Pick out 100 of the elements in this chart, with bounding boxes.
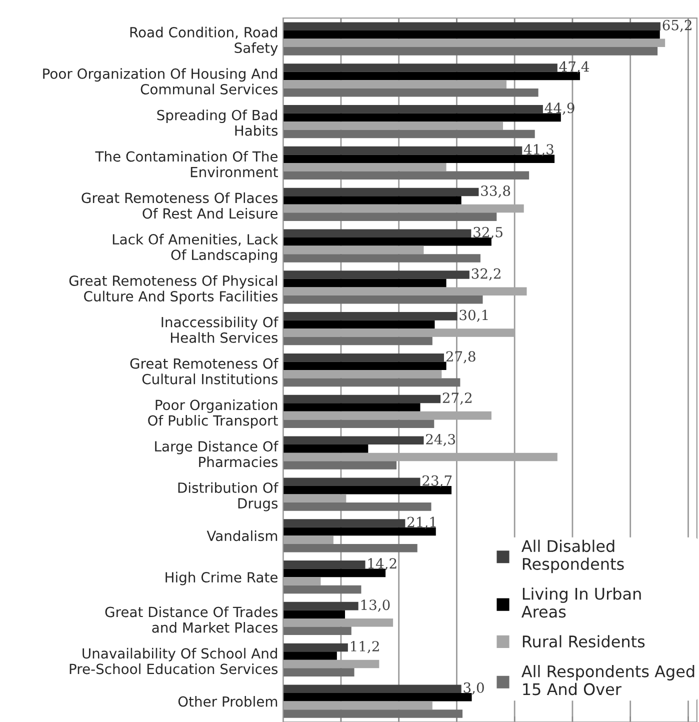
legend-label: Rural Residents [522,635,645,648]
bar [283,122,504,130]
bar [283,478,420,486]
bar [283,701,432,710]
bar [283,684,462,694]
bar [283,502,432,511]
data-label: 27,8 [446,351,476,364]
bar [283,336,432,346]
bar [283,436,424,445]
bar [283,560,366,569]
bar [283,188,479,196]
y-tick-label: Road Condition, Road Safety [130,26,278,56]
bar [283,618,394,627]
legend-label: All Respondents Aged 15 And Over [522,664,694,696]
bar [283,146,522,155]
data-label: 14,2 [368,558,396,570]
bar [283,320,435,329]
y-tick-label: Lack Of Amenities, Lack Of Landscaping [112,234,278,263]
bar [283,254,480,262]
bar [283,204,524,213]
y-tick-label: Distribution Of Drugs [178,482,278,512]
bar [283,47,658,56]
y-tick-label: Spreading Of Bad Habits [157,110,278,136]
data-label: 32,5 [474,226,502,240]
bar [283,536,334,544]
y-tick-label: Unavailability Of School And Pre-School Education Services [70,648,278,674]
bar [283,64,558,72]
annotation: 3,0 [464,682,484,695]
bar [283,196,462,204]
bar [283,668,354,676]
data-label: 65,2 [662,20,692,32]
bar [283,38,666,48]
y-tick-label: Other Problem [178,696,278,707]
bar [283,30,660,39]
data-label: 47,4 [559,61,590,74]
bar [283,403,420,412]
bar [283,519,406,528]
y-tick-label: Great Remoteness Of Places Of Rest And Leisure [82,192,278,219]
data-label: 13,0 [361,600,390,612]
bar [283,486,452,494]
y-tick-label: Poor Organization Of Housing And Communal Services [43,68,278,94]
y-tick-label: High Crime Rate [166,572,278,586]
bar [283,246,424,254]
bar [283,238,492,246]
bar [283,130,535,138]
y-tick-label: Great Remoteness Of Physical Culture And Sports Facilities [69,275,278,304]
y-tick-label: Large Distance Of Pharmacies [155,440,278,468]
bar [283,577,321,586]
data-label: 21,1 [408,516,436,529]
bar [283,278,446,288]
bar [283,693,472,702]
y-tick-label: Poor Organization Of Public Transport [148,399,278,428]
bar [283,527,436,536]
bar [283,162,446,172]
bar [283,444,368,453]
bar [283,585,362,594]
bar [283,113,561,122]
data-label: 30,1 [460,310,488,322]
bar [283,378,460,387]
bar [283,72,580,80]
bar [283,602,358,610]
data-label: 41,3 [524,144,554,156]
data-label: 32,2 [472,268,500,281]
legend-label: All Disabled Respondents [522,540,624,574]
bar [283,568,386,578]
bar [283,105,543,114]
data-label: 44,9 [544,102,574,115]
bar [283,362,446,370]
data-label: 23,7 [422,475,452,488]
bar [283,287,527,296]
legend-label: Living In Urban Areas [522,587,641,618]
bar [283,370,442,378]
data-label: 27,2 [442,392,472,405]
bar [283,353,444,362]
bar [283,88,538,97]
bar [283,494,346,503]
bar [283,652,337,660]
bar [283,270,470,279]
bar [283,22,660,30]
y-tick-label: Great Distance Of Trades and Market Places [105,606,278,633]
bar [283,328,515,337]
bar [283,643,348,652]
bar [283,710,463,718]
data-label: 24,3 [426,434,456,446]
bar [283,80,506,88]
bar [283,171,530,180]
bar [283,420,434,428]
y-tick-label: Great Remoteness Of Cultural Institutions [130,358,278,384]
bar [283,154,555,163]
bar [283,411,492,420]
bar [283,452,558,462]
y-tick-label: Vandalism [206,530,278,542]
bar [283,312,458,320]
bar [283,544,418,552]
bar [283,610,346,618]
bar [283,394,441,404]
bar [283,229,472,238]
bar [283,660,380,668]
bar [283,212,497,221]
y-tick-label: Inaccessibility Of Health Services [162,316,278,343]
